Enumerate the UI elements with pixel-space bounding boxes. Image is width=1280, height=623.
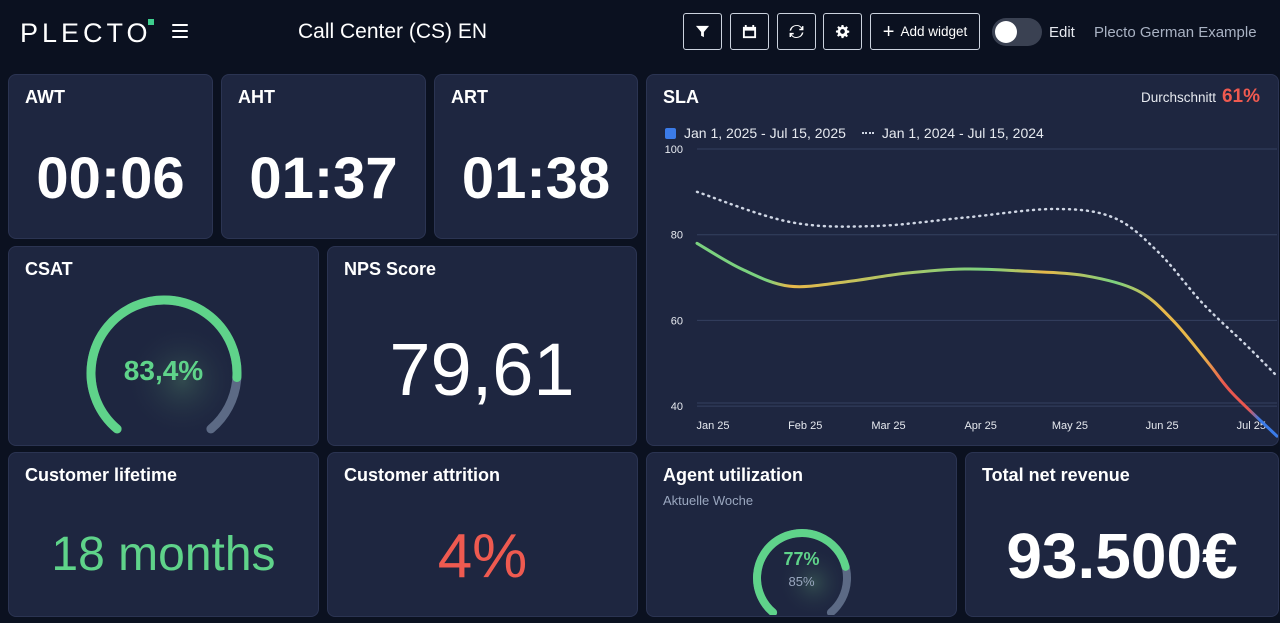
y-tick-label: 100 (665, 145, 683, 156)
widget-value: 01:37 (249, 146, 398, 211)
calendar-icon (742, 24, 757, 39)
calendar-button[interactable] (730, 13, 769, 50)
agent-utilization-widget[interactable]: Agent utilization Aktuelle Woche 77% 85% (646, 452, 957, 617)
gauge-fill (86, 295, 242, 434)
x-tick-label: Apr 25 (964, 420, 996, 432)
account-name[interactable]: Plecto German Example (1094, 24, 1257, 41)
widget-value: 18 months (51, 528, 276, 581)
widget-value: 00:06 (36, 146, 185, 211)
series-previous-line (695, 190, 1278, 378)
widget-subtitle: Aktuelle Woche (663, 493, 754, 508)
widget-title: SLA (663, 87, 699, 107)
chart-legend: Jan 1, 2025 - Jul 15, 2025 Jan 1, 2024 -… (665, 125, 1060, 141)
widget-title: ART (451, 87, 488, 107)
csat-widget[interactable]: CSAT 83,4% (8, 246, 319, 446)
widget-value: 93.500€ (1006, 520, 1238, 592)
x-tick-label: Jun 25 (1146, 420, 1179, 432)
x-tick-label: Mar 25 (871, 420, 905, 432)
customer-attrition-widget[interactable]: Customer attrition 4% (327, 452, 638, 617)
aht-widget[interactable]: AHT 01:37 (221, 74, 426, 239)
x-tick-label: Jul 25 (1237, 420, 1266, 432)
widget-title: NPS Score (344, 259, 437, 279)
refresh-icon (789, 25, 804, 38)
plus-icon: + (882, 20, 895, 43)
widget-title: Customer lifetime (25, 465, 178, 485)
legend-label: Jan 1, 2025 - Jul 15, 2025 (684, 125, 846, 141)
x-tick-label: Jan 25 (696, 420, 729, 432)
legend-swatch (861, 132, 874, 134)
logo-text: PLECTO (20, 18, 154, 48)
page-title: Call Center (CS) EN (298, 20, 488, 43)
legend-label: Jan 1, 2024 - Jul 15, 2024 (881, 125, 1044, 141)
widget-title: Customer attrition (344, 465, 501, 485)
gauge-glow (123, 321, 241, 439)
filter-icon (695, 25, 710, 38)
widget-title: Total net revenue (982, 465, 1130, 485)
widget-title: Agent utilization (663, 465, 803, 485)
nps-widget[interactable]: NPS Score 79,61 (327, 246, 637, 446)
toggle-knob (995, 21, 1017, 43)
gauge-value: 83,4% (123, 355, 204, 386)
customer-lifetime-widget[interactable]: Customer lifetime 18 months (8, 452, 319, 617)
widget-value: 01:38 (461, 146, 611, 211)
edit-label: Edit (1049, 24, 1075, 41)
x-tick-label: Feb 25 (788, 420, 822, 432)
utilization-gauge (753, 529, 851, 615)
widget-value: 79,61 (389, 328, 575, 411)
legend-item-current[interactable]: Jan 1, 2025 - Jul 15, 2025 (665, 125, 846, 141)
csat-gauge (86, 295, 242, 439)
y-tick-label: 60 (671, 315, 683, 327)
total-net-revenue-widget[interactable]: Total net revenue 93.500€ (965, 452, 1279, 617)
sla-widget[interactable]: SLA Durchschnitt 61% Jan 1, 2025 - Jul 1… (646, 74, 1279, 446)
edit-toggle[interactable] (992, 18, 1042, 46)
legend-swatch (665, 127, 676, 139)
top-bar: PLECTO Call Center (CS) EN + Add widget … (0, 0, 1280, 66)
y-tick-label: 40 (671, 401, 683, 413)
art-widget[interactable]: ART 01:38 (434, 74, 638, 239)
widget-value: 4% (437, 522, 528, 591)
gauge-target: 85% (788, 574, 815, 589)
sla-line-chart: 100 80 60 40 Jan 25 Feb 25 Mar 25 Apr 25 May 25 J… (665, 145, 1278, 438)
series-current-line (695, 241, 1278, 438)
average-label: Durchschnitt (1140, 90, 1216, 105)
gauge-value: 77% (783, 549, 820, 569)
x-tick-label: May 25 (1052, 420, 1088, 432)
filter-button[interactable] (683, 13, 722, 50)
refresh-button[interactable] (777, 13, 816, 50)
awt-widget[interactable]: AWT 00:06 (8, 74, 213, 239)
plecto-logo[interactable]: PLECTO (20, 18, 154, 49)
add-widget-button[interactable]: + Add widget (870, 13, 980, 50)
widget-title: CSAT (25, 259, 73, 279)
gauge-fill (753, 529, 850, 615)
widget-title: AWT (25, 87, 65, 107)
legend-item-previous[interactable]: Jan 1, 2024 - Jul 15, 2024 (861, 125, 1044, 141)
hamburger-menu-icon[interactable] (172, 24, 188, 38)
settings-button[interactable] (823, 13, 862, 50)
add-widget-label: Add widget (900, 24, 968, 39)
y-tick-label: 80 (671, 230, 683, 242)
gauge-glow (777, 546, 850, 615)
gear-icon (835, 24, 850, 39)
average-value: 61% (1221, 86, 1260, 107)
widget-title: AHT (238, 87, 275, 107)
